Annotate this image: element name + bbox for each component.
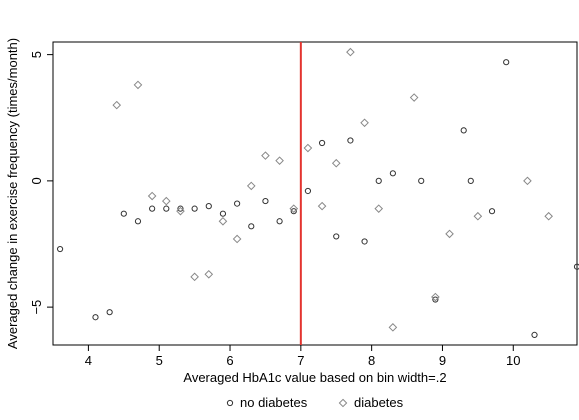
y-tick-label: −5	[29, 300, 44, 315]
x-tick-label: 8	[368, 353, 375, 368]
y-tick-label: 5	[29, 51, 44, 58]
point-diabetes	[445, 229, 454, 239]
x-tick-label: 5	[156, 353, 163, 368]
point-no-diabetes	[177, 205, 184, 212]
point-no-diabetes	[333, 233, 340, 240]
point-no-diabetes	[318, 139, 326, 147]
point-no-diabetes	[163, 205, 170, 212]
point-diabetes	[346, 47, 355, 57]
point-diabetes	[303, 143, 313, 153]
point-diabetes	[275, 156, 284, 165]
point-diabetes	[289, 204, 299, 213]
point-no-diabetes	[106, 309, 113, 316]
point-diabetes	[409, 93, 419, 102]
x-axis-label: Averaged HbA1c value based on bin width=…	[183, 370, 446, 385]
legend-label: diabetes	[354, 395, 404, 410]
legend-item: diabetes	[338, 395, 404, 410]
y-tick-label: 0	[29, 177, 44, 184]
plot-area	[52, 41, 579, 346]
point-diabetes	[317, 201, 327, 211]
point-diabetes	[204, 269, 214, 279]
legend-item: no diabetes	[226, 395, 308, 410]
point-no-diabetes	[120, 210, 127, 217]
point-no-diabetes	[219, 210, 227, 217]
y-axis: −5 0 5	[29, 51, 53, 315]
point-no-diabetes	[531, 331, 538, 338]
point-no-diabetes	[488, 208, 496, 215]
point-no-diabetes	[304, 187, 312, 195]
legend-label: no diabetes	[240, 395, 308, 410]
point-no-diabetes	[276, 218, 283, 225]
point-no-diabetes	[503, 59, 510, 66]
point-diabetes	[176, 206, 185, 216]
point-no-diabetes	[290, 208, 297, 215]
point-diabetes	[112, 100, 122, 110]
point-no-diabetes	[418, 177, 425, 184]
point-no-diabetes	[248, 223, 255, 230]
x-tick-label: 7	[297, 353, 304, 368]
point-diabetes	[261, 151, 270, 160]
point-diabetes	[331, 158, 341, 168]
point-diabetes	[147, 191, 157, 201]
point-diabetes	[246, 181, 256, 191]
x-tick-label: 4	[85, 353, 92, 368]
legend: no diabetes diabetes	[226, 395, 404, 410]
y-axis-label: Averaged change in exercise frequency (t…	[5, 38, 20, 349]
point-diabetes	[218, 216, 228, 226]
point-no-diabetes	[460, 127, 467, 134]
point-no-diabetes	[347, 137, 354, 144]
point-diabetes	[190, 272, 199, 282]
point-no-diabetes	[92, 314, 99, 321]
point-no-diabetes	[389, 170, 396, 177]
point-diabetes	[544, 211, 553, 221]
point-diabetes	[232, 234, 242, 244]
point-no-diabetes	[134, 218, 142, 225]
plot-frame	[52, 41, 578, 346]
series-no-diabetes	[56, 59, 579, 338]
point-no-diabetes	[573, 263, 579, 270]
point-diabetes	[374, 204, 384, 213]
point-diabetes	[431, 292, 440, 302]
point-no-diabetes	[205, 203, 212, 210]
point-no-diabetes	[375, 177, 382, 184]
point-diabetes	[388, 323, 398, 332]
point-diabetes	[360, 118, 369, 128]
point-no-diabetes	[191, 205, 198, 212]
point-no-diabetes	[432, 296, 439, 303]
x-tick-label: 10	[506, 353, 520, 368]
point-no-diabetes	[361, 238, 368, 245]
x-tick-label: 9	[439, 353, 446, 368]
series-diabetes	[112, 47, 553, 332]
point-no-diabetes	[149, 205, 156, 212]
x-tick-label: 6	[226, 353, 233, 368]
x-axis: 4 5 6 7 8 9 10	[85, 345, 521, 368]
point-no-diabetes	[56, 245, 64, 253]
legend-marker	[226, 399, 234, 407]
point-diabetes	[161, 196, 171, 206]
point-diabetes	[523, 176, 532, 186]
point-diabetes	[473, 211, 483, 221]
point-no-diabetes	[467, 177, 474, 184]
point-no-diabetes	[262, 197, 269, 205]
legend-marker	[338, 398, 348, 408]
point-no-diabetes	[234, 200, 241, 207]
point-diabetes	[133, 80, 143, 90]
